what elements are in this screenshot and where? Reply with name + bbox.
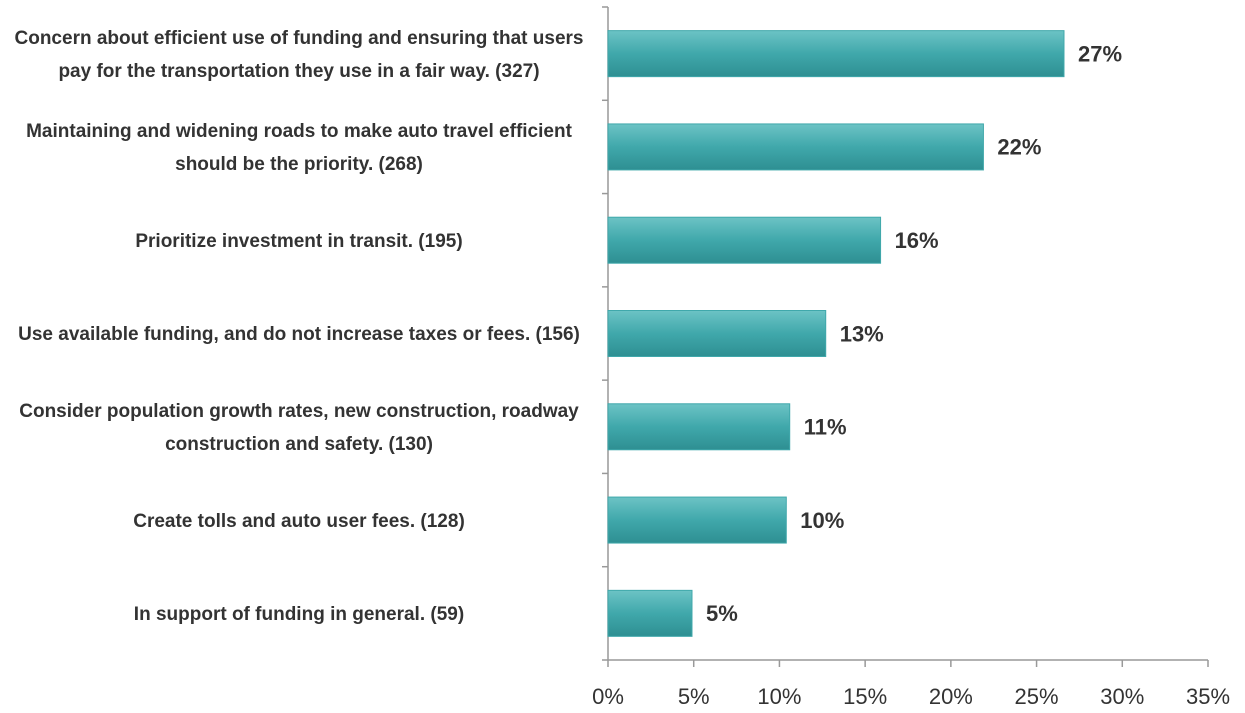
value-label: 10% bbox=[800, 508, 844, 533]
value-label: 22% bbox=[997, 135, 1041, 160]
value-label: 13% bbox=[840, 321, 884, 346]
x-tick-label: 25% bbox=[1015, 684, 1059, 709]
category-label: Consider population growth rates, new co… bbox=[19, 400, 579, 455]
category-label: Use available funding, and do not increa… bbox=[18, 323, 580, 345]
bar bbox=[607, 403, 791, 451]
category-label: In support of funding in general. (59) bbox=[133, 603, 465, 625]
bar bbox=[607, 216, 882, 264]
bar bbox=[607, 589, 693, 637]
value-label: 5% bbox=[706, 601, 738, 626]
bar bbox=[607, 123, 984, 171]
category-label: Maintaining and widening roads to make a… bbox=[26, 120, 572, 175]
x-tick-label: 5% bbox=[678, 684, 710, 709]
bar bbox=[607, 496, 787, 544]
x-tick-label: 0% bbox=[592, 684, 624, 709]
category-label: Prioritize investment in transit. (195) bbox=[135, 230, 463, 252]
value-label: 27% bbox=[1078, 41, 1122, 66]
value-label: 16% bbox=[895, 228, 939, 253]
bar bbox=[607, 310, 827, 357]
bar bbox=[607, 30, 1065, 78]
value-label: 11% bbox=[804, 415, 847, 440]
x-tick-label: 20% bbox=[929, 684, 973, 709]
x-tick-label: 10% bbox=[757, 684, 801, 709]
x-tick-label: 30% bbox=[1100, 684, 1144, 709]
category-label: Concern about efficient use of funding a… bbox=[14, 27, 584, 82]
category-label: Create tolls and auto user fees. (128) bbox=[133, 510, 465, 532]
x-tick-label: 35% bbox=[1186, 684, 1230, 709]
x-tick-label: 15% bbox=[843, 684, 887, 709]
